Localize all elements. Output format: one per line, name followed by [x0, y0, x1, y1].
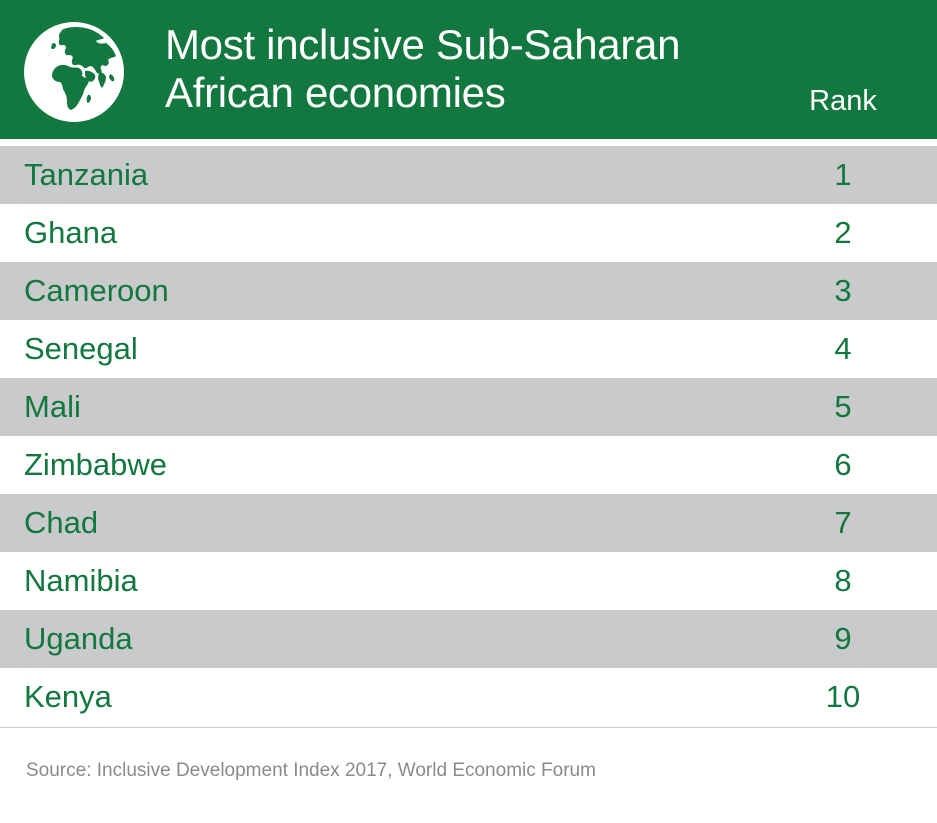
country-name: Zimbabwe	[24, 447, 167, 482]
rank-value: 4	[834, 331, 852, 366]
globe-icon	[24, 22, 124, 122]
header-banner: Most inclusive Sub-Saharan African econo…	[0, 0, 937, 139]
rank-value: 5	[834, 389, 852, 424]
rank-value: 6	[834, 447, 852, 482]
table-row: Mali 5	[0, 378, 937, 436]
rank-column-header: Rank	[809, 85, 877, 117]
country-name: Kenya	[24, 679, 112, 714]
table-bottom-divider	[0, 727, 937, 728]
title-line-2: African economies	[165, 69, 506, 116]
rank-value: 3	[834, 273, 852, 308]
country-name: Uganda	[24, 621, 133, 656]
table-row: Cameroon 3	[0, 262, 937, 320]
rank-value: 9	[834, 621, 852, 656]
country-name: Cameroon	[24, 273, 169, 308]
title-line-1: Most inclusive Sub-Saharan	[165, 21, 681, 68]
country-name: Namibia	[24, 563, 138, 598]
table-row: Uganda 9	[0, 610, 937, 668]
page-title: Most inclusive Sub-Saharan African econo…	[165, 21, 785, 117]
table-row: Ghana 2	[0, 204, 937, 262]
rank-value: 10	[825, 679, 861, 714]
rank-value: 2	[834, 215, 852, 250]
country-name: Tanzania	[24, 157, 149, 192]
rank-value: 8	[834, 563, 852, 598]
table-row: Namibia 8	[0, 552, 937, 610]
country-name: Senegal	[24, 331, 138, 366]
country-name: Chad	[24, 505, 99, 540]
rank-value: 1	[834, 157, 852, 192]
table-row: Chad 7	[0, 494, 937, 552]
table-row: Zimbabwe 6	[0, 436, 937, 494]
table-row: Tanzania 1	[0, 146, 937, 204]
rank-value: 7	[834, 505, 852, 540]
table-row: Senegal 4	[0, 320, 937, 378]
table-row: Kenya 10	[0, 668, 937, 726]
country-name: Ghana	[24, 215, 118, 250]
source-note: Source: Inclusive Development Index 2017…	[26, 760, 596, 781]
ranking-table: Tanzania 1 Ghana 2 Cameroon 3 Senegal 4 Mali 5 Zim…	[0, 146, 937, 726]
country-name: Mali	[24, 389, 81, 424]
